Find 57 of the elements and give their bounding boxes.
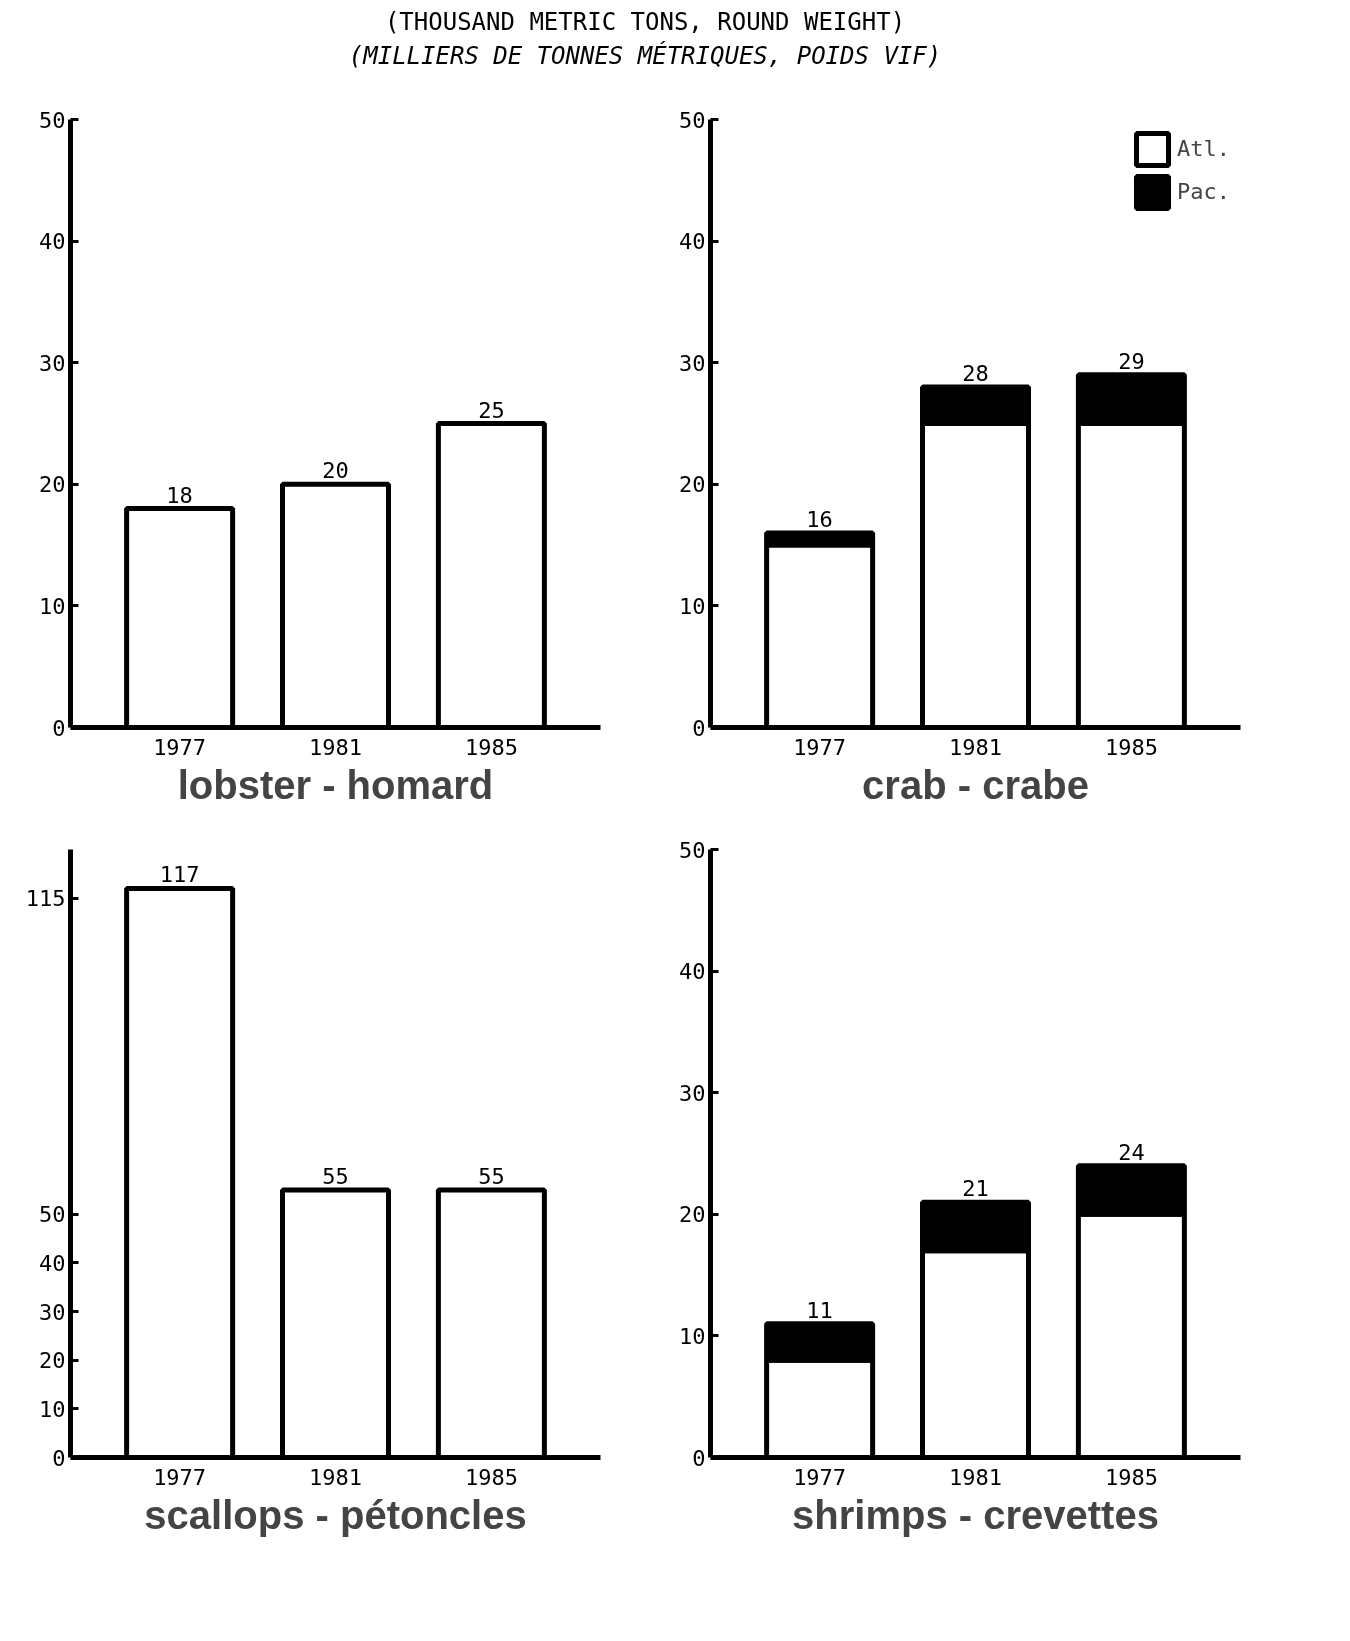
data-label: 55 <box>322 1163 349 1189</box>
total-label: 28 <box>962 360 989 386</box>
x-tick-label: 1981 <box>949 1464 1002 1490</box>
y-tick-label: 10 <box>679 1323 706 1349</box>
x-axis-title: shrimps - crevettes <box>792 1492 1159 1537</box>
x-tick-label: 1977 <box>793 734 847 760</box>
x-axis-title: lobster - homard <box>177 762 494 807</box>
y-tick-label: 50 <box>39 107 66 133</box>
y-tick-label: 20 <box>679 1201 706 1227</box>
y-tick-label: 20 <box>39 471 66 497</box>
chart-subtitle: (MILLIERS DE TONNES MÉTRIQUES, POIDS VIF) <box>348 40 942 73</box>
y-tick-label: 115 <box>25 885 66 911</box>
y-tick-label: 0 <box>692 715 706 741</box>
x-tick-label: 1977 <box>153 734 207 760</box>
total-label: 11 <box>806 1297 833 1323</box>
y-tick-label: 0 <box>692 1445 706 1471</box>
y-tick-label: 30 <box>39 1299 66 1325</box>
y-tick-label: 10 <box>39 593 66 619</box>
total-label: 21 <box>962 1175 989 1201</box>
y-tick-label: 50 <box>679 107 706 133</box>
y-tick-label: 40 <box>679 228 706 254</box>
x-axis-title: crab - crabe <box>862 762 1089 807</box>
x-tick-label: 1985 <box>464 734 518 760</box>
x-tick-label: 1985 <box>1104 1464 1158 1490</box>
x-tick-label: 1985 <box>1104 734 1158 760</box>
data-label: 18 <box>166 482 193 508</box>
x-tick-label: 1981 <box>309 734 362 760</box>
y-tick-label: 30 <box>39 350 66 376</box>
data-label: 25 <box>478 397 505 423</box>
y-tick-label: 0 <box>52 1445 66 1471</box>
x-tick-label: 1981 <box>309 1464 362 1490</box>
x-tick-label: 1985 <box>464 1464 518 1490</box>
data-label: 117 <box>159 861 200 887</box>
x-axis-title: scallops - pétoncles <box>144 1492 527 1537</box>
data-label: 20 <box>322 457 349 483</box>
y-tick-label: 40 <box>39 228 66 254</box>
y-tick-label: 30 <box>679 1080 706 1106</box>
data-label: 55 <box>478 1163 505 1189</box>
total-label: 24 <box>1118 1139 1145 1165</box>
legend-label: Pac. <box>1177 179 1230 205</box>
y-tick-label: 20 <box>679 471 706 497</box>
x-tick-label: 1977 <box>153 1464 207 1490</box>
y-tick-label: 50 <box>679 837 706 863</box>
legend-label: Atl. <box>1177 136 1230 162</box>
x-tick-label: 1981 <box>949 734 1002 760</box>
y-tick-label: 10 <box>39 1396 66 1422</box>
y-tick-label: 50 <box>39 1201 66 1227</box>
y-tick-label: 40 <box>679 958 706 984</box>
y-tick-label: 40 <box>39 1250 66 1276</box>
y-tick-label: 0 <box>52 715 66 741</box>
y-tick-label: 10 <box>679 593 706 619</box>
x-tick-label: 1977 <box>793 1464 847 1490</box>
total-label: 16 <box>806 506 833 532</box>
y-tick-label: 30 <box>679 350 706 376</box>
chart-title: (THOUSAND METRIC TONS, ROUND WEIGHT) <box>383 7 907 38</box>
total-label: 29 <box>1118 348 1145 374</box>
y-tick-label: 20 <box>39 1347 66 1373</box>
